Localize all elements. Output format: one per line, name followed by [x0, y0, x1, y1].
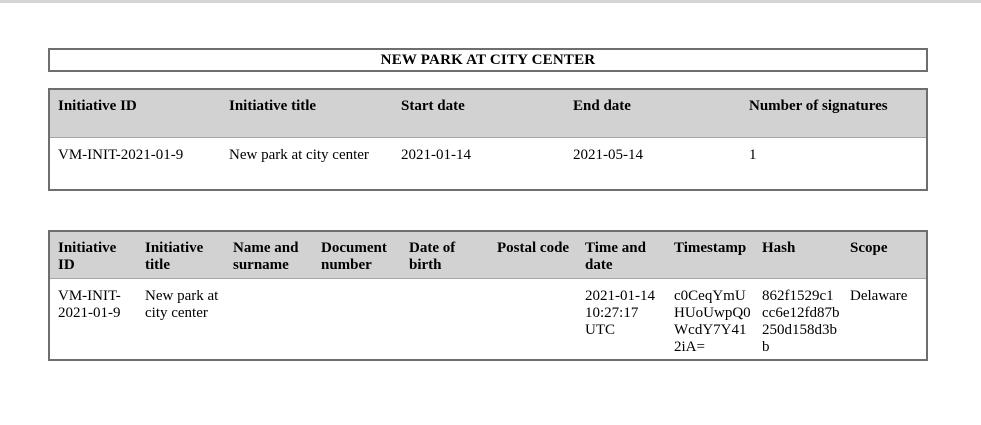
sig-col-scope: Scope	[842, 232, 926, 279]
signatures-header-row: Initiative ID Initiative title Name and …	[50, 232, 926, 279]
sig-cell-name-and-surname	[225, 279, 313, 359]
top-border-bar	[0, 0, 981, 3]
sig-col-hash: Hash	[754, 232, 842, 279]
summary-header-row: Initiative ID Initiative title Start dat…	[50, 90, 926, 138]
sig-col-document-number: Document number	[313, 232, 401, 279]
sig-cell-initiative-title: New park at city center	[137, 279, 225, 359]
page-title: NEW PARK AT CITY CENTER	[48, 48, 928, 72]
summary-cell-end-date: 2021-05-14	[565, 138, 741, 189]
summary-table: Initiative ID Initiative title Start dat…	[48, 88, 928, 191]
sig-cell-date-of-birth	[401, 279, 489, 359]
sig-col-initiative-id: Initiative ID	[50, 232, 137, 279]
summary-col-start-date: Start date	[393, 90, 565, 138]
summary-cell-initiative-title: New park at city center	[221, 138, 393, 189]
summary-col-initiative-title: Initiative title	[221, 90, 393, 138]
summary-col-end-date: End date	[565, 90, 741, 138]
sig-col-date-of-birth: Date of birth	[401, 232, 489, 279]
summary-cell-number-of-signatures: 1	[741, 138, 926, 189]
sig-cell-document-number	[313, 279, 401, 359]
sig-cell-hash: 862f1529c1cc6e12fd87b250d158d3bb	[754, 279, 842, 359]
sig-col-time-and-date: Time and date	[577, 232, 666, 279]
sig-col-timestamp: Timestamp	[666, 232, 754, 279]
sig-cell-time-and-date: 2021-01-14 10:27:17 UTC	[577, 279, 666, 359]
summary-data-row: VM-INIT-2021-01-9 New park at city cente…	[50, 138, 926, 189]
sig-cell-timestamp: c0CeqYmUHUoUwpQ0WcdY7Y412iA=	[666, 279, 754, 359]
sig-cell-scope: Delaware	[842, 279, 926, 359]
summary-col-initiative-id: Initiative ID	[50, 90, 221, 138]
summary-cell-initiative-id: VM-INIT-2021-01-9	[50, 138, 221, 189]
sig-col-postal-code: Postal code	[489, 232, 577, 279]
sig-col-initiative-title: Initiative title	[137, 232, 225, 279]
summary-cell-start-date: 2021-01-14	[393, 138, 565, 189]
sig-cell-postal-code	[489, 279, 577, 359]
sig-cell-initiative-id: VM-INIT-2021-01-9	[50, 279, 137, 359]
summary-col-number-of-signatures: Number of signatures	[741, 90, 926, 138]
sig-col-name-and-surname: Name and surname	[225, 232, 313, 279]
signatures-data-row: VM-INIT-2021-01-9 New park at city cente…	[50, 279, 926, 359]
signatures-table: Initiative ID Initiative title Name and …	[48, 230, 928, 361]
